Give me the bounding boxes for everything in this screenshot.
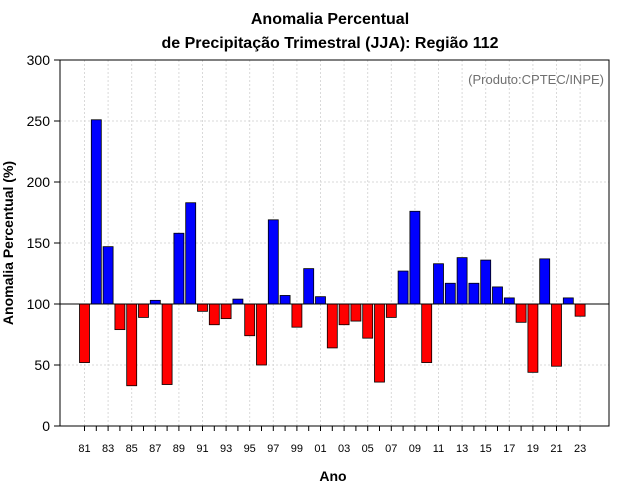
bar-97 <box>267 219 279 305</box>
bar-85 <box>126 303 138 387</box>
bar-92 <box>208 303 220 326</box>
bar-00 <box>303 268 315 305</box>
chart-title-line2: de Precipitação Trimestral (JJA): Região… <box>161 35 498 52</box>
x-tick-label: 13 <box>456 443 468 455</box>
x-tick-label: 83 <box>102 443 114 455</box>
y-tick-label: 200 <box>27 174 51 190</box>
x-tick-label: 87 <box>149 443 161 455</box>
bar-89 <box>173 232 185 305</box>
x-tick-label: 93 <box>220 443 232 455</box>
x-tick-label: 03 <box>338 443 350 455</box>
bar-16 <box>492 286 503 305</box>
x-tick-label: 85 <box>126 443 138 455</box>
bar-10 <box>421 303 433 363</box>
bar-11 <box>433 263 444 305</box>
x-tick-label: 17 <box>503 443 515 455</box>
bar-18 <box>515 303 527 323</box>
y-tick-label: 0 <box>42 418 50 434</box>
bar-82 <box>90 119 102 305</box>
bar-22 <box>562 297 574 305</box>
x-tick-label: 19 <box>527 443 539 455</box>
bar-03 <box>338 303 350 326</box>
x-tick-label: 11 <box>433 443 444 455</box>
x-tick-label: 99 <box>291 443 303 455</box>
x-axis-ticks: 81 83 85 87 89 91 93 95 97 99 01 03 05 07 09 11 13 15 17 19… <box>78 426 586 455</box>
x-tick-label: 97 <box>267 443 279 455</box>
bar-87 <box>149 299 161 305</box>
bar-83 <box>102 246 114 305</box>
bar-07 <box>385 303 397 318</box>
bar-17 <box>503 297 515 305</box>
bar-23 <box>574 303 586 317</box>
y-axis-ticks: 0 50 100 150 200 250 300 <box>27 52 60 434</box>
bar-06 <box>374 303 385 383</box>
x-tick-label: 09 <box>409 443 421 455</box>
bar-81 <box>79 303 90 363</box>
bar-88 <box>161 303 173 385</box>
x-tick-label: 95 <box>244 443 256 455</box>
x-tick-label: 91 <box>196 443 208 455</box>
x-tick-label: 15 <box>480 443 492 455</box>
bar-01 <box>315 296 326 305</box>
y-tick-label: 300 <box>27 52 51 68</box>
grid-lines <box>60 59 609 427</box>
bar-14 <box>468 282 480 305</box>
bar-99 <box>291 303 303 328</box>
x-tick-label: 89 <box>173 443 185 455</box>
bar-08 <box>397 270 409 305</box>
chart-title-line1: Anomalia Percentual <box>251 11 409 28</box>
bar-84 <box>114 303 126 331</box>
x-tick-label: 07 <box>385 443 397 455</box>
bar-15 <box>480 259 492 305</box>
x-tick-label: 01 <box>314 443 326 455</box>
bar-98 <box>279 295 291 305</box>
x-tick-label: 05 <box>362 443 374 455</box>
bar-02 <box>326 303 338 349</box>
x-tick-label: 21 <box>550 443 562 455</box>
x-tick-label: 81 <box>78 443 90 455</box>
y-tick-label: 50 <box>34 357 50 373</box>
y-tick-label: 100 <box>27 296 51 312</box>
bar-09 <box>409 210 421 305</box>
y-axis-label: Anomalia Percentual (%) <box>0 161 16 325</box>
y-tick-label: 250 <box>27 113 51 129</box>
x-axis-label: Ano <box>319 468 346 484</box>
bar-19 <box>527 303 539 373</box>
bar-12 <box>444 282 456 305</box>
bar-91 <box>197 303 208 312</box>
bar-20 <box>539 258 551 305</box>
y-tick-label: 150 <box>27 235 51 251</box>
bar-13 <box>456 257 468 305</box>
bar-series <box>79 119 586 387</box>
bar-95 <box>244 303 256 337</box>
bar-04 <box>350 303 362 322</box>
bar-05 <box>362 303 374 339</box>
bar-90 <box>185 202 197 305</box>
bar-86 <box>138 303 149 318</box>
bar-21 <box>551 303 562 367</box>
bar-94 <box>232 298 244 305</box>
x-tick-label: 23 <box>574 443 586 455</box>
plot-frame <box>59 59 610 427</box>
bar-93 <box>220 303 232 320</box>
credit-label: (Produto:CPTEC/INPE) <box>468 72 604 87</box>
bar-96 <box>256 303 267 366</box>
